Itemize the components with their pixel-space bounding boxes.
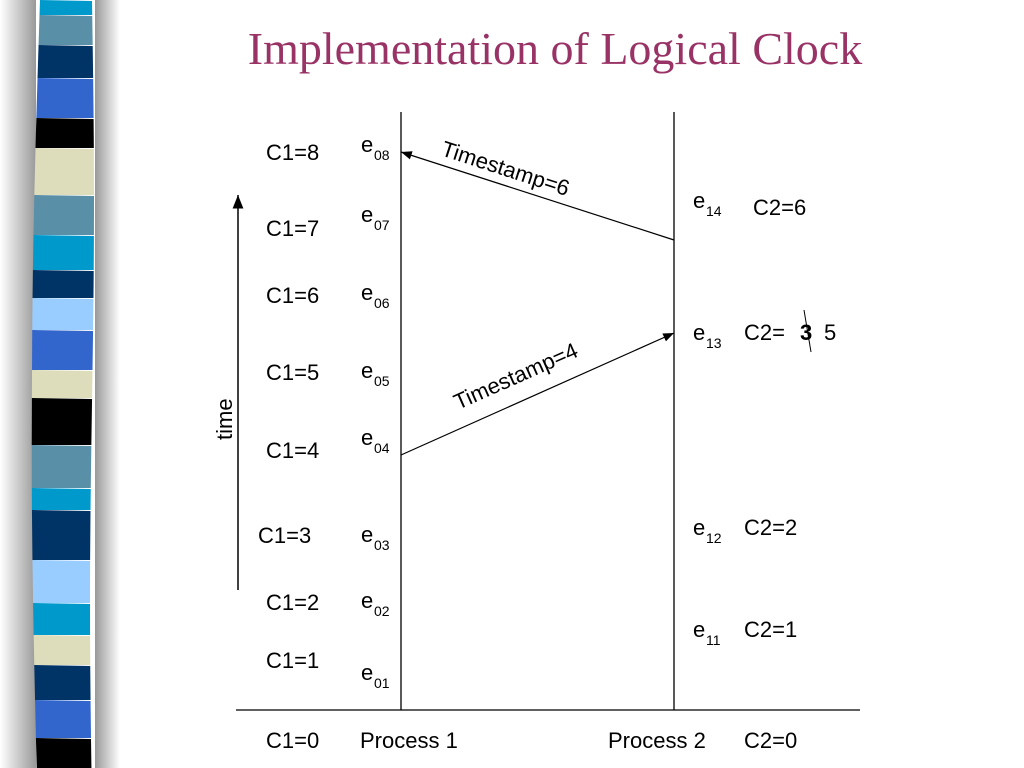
clock-value: C1=3 bbox=[258, 523, 311, 548]
stripe bbox=[31, 488, 91, 510]
decorative-stripe-bar bbox=[0, 0, 120, 768]
stripe bbox=[33, 635, 91, 665]
stripe bbox=[32, 270, 94, 298]
event-subscript: 06 bbox=[374, 295, 390, 311]
clock-value: C1=4 bbox=[266, 438, 319, 463]
stripe bbox=[34, 148, 94, 195]
event-label: e bbox=[693, 515, 705, 540]
stripe bbox=[35, 118, 94, 148]
event-subscript: 12 bbox=[706, 530, 722, 546]
clock-value: C1=6 bbox=[266, 283, 319, 308]
stripe bbox=[36, 78, 94, 118]
clock-value: C2= bbox=[744, 320, 785, 345]
clock-value: C2=1 bbox=[744, 617, 797, 642]
process2-label: Process 2 bbox=[608, 728, 706, 753]
updated-clock-value: 5 bbox=[824, 320, 836, 345]
message-label-2: Timestamp=6 bbox=[438, 136, 572, 201]
event-label: e bbox=[361, 522, 373, 547]
message-label-1: Timestamp=4 bbox=[450, 338, 582, 415]
event-label: e bbox=[693, 617, 705, 642]
event-label: e bbox=[693, 188, 705, 213]
event-label: e bbox=[361, 202, 373, 227]
time-label: time bbox=[212, 398, 237, 440]
message-arrow-2 bbox=[400, 151, 675, 241]
event-subscript: 04 bbox=[374, 440, 390, 456]
clock-value: C1=7 bbox=[266, 216, 319, 241]
stripe bbox=[38, 15, 93, 45]
clock-value: C1=1 bbox=[266, 648, 319, 673]
stripe bbox=[39, 0, 93, 15]
clock-value: C2=6 bbox=[753, 195, 806, 220]
process1-label: Process 1 bbox=[360, 728, 458, 753]
stripe bbox=[34, 665, 91, 700]
stripe bbox=[31, 510, 91, 560]
stripe bbox=[32, 235, 94, 270]
event-subscript: 02 bbox=[374, 603, 390, 619]
event-label: e bbox=[361, 425, 373, 450]
event-label: e bbox=[361, 280, 373, 305]
stripe bbox=[31, 445, 92, 488]
stripe bbox=[32, 298, 94, 330]
stripe bbox=[31, 398, 93, 445]
process2-initial-clock: C2=0 bbox=[744, 728, 797, 753]
stripe bbox=[31, 370, 93, 398]
event-subscript: 01 bbox=[374, 675, 390, 691]
event-subscript: 14 bbox=[706, 203, 722, 219]
strikethrough-mark bbox=[803, 309, 812, 353]
stripe bbox=[33, 195, 94, 235]
event-subscript: 07 bbox=[374, 217, 390, 233]
clock-value: C1=8 bbox=[266, 140, 319, 165]
event-subscript: 03 bbox=[374, 537, 390, 553]
event-subscript: 11 bbox=[706, 632, 721, 648]
event-label: e bbox=[361, 358, 373, 383]
clock-value: C1=2 bbox=[266, 590, 319, 615]
stripe bbox=[35, 738, 92, 768]
stripe bbox=[35, 700, 92, 738]
stripe bbox=[32, 560, 91, 603]
event-label: e bbox=[361, 588, 373, 613]
event-subscript: 05 bbox=[374, 373, 390, 389]
clock-value: C2=2 bbox=[744, 515, 797, 540]
stripe bbox=[33, 603, 91, 635]
stripe bbox=[37, 45, 94, 78]
event-subscript: 08 bbox=[374, 147, 390, 163]
event-label: e bbox=[361, 132, 373, 157]
slide-title: Implementation of Logical Clock bbox=[247, 23, 863, 74]
stripe bbox=[32, 330, 94, 370]
clock-value: C1=5 bbox=[266, 360, 319, 385]
event-subscript: 13 bbox=[706, 335, 722, 351]
event-label: e bbox=[693, 320, 705, 345]
message-arrow-1 bbox=[400, 332, 675, 456]
event-label: e bbox=[361, 660, 373, 685]
process1-initial-clock: C1=0 bbox=[266, 728, 319, 753]
